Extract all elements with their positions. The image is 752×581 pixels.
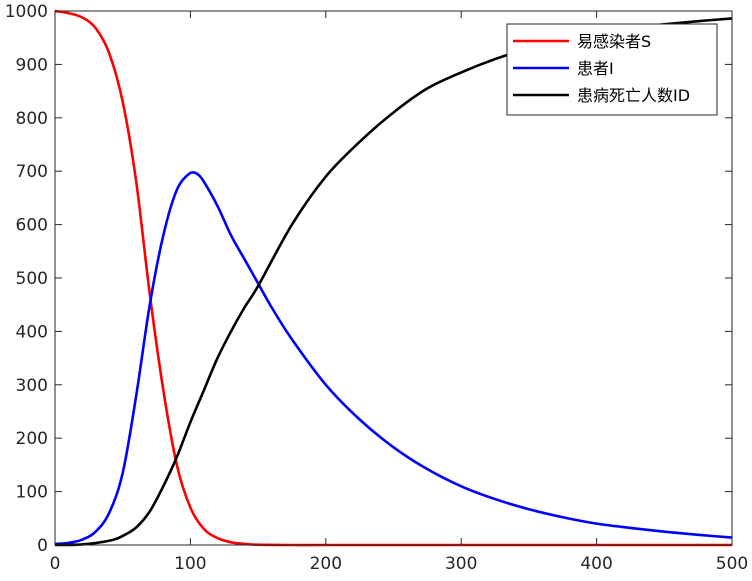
y-tick-label: 800 bbox=[16, 109, 48, 129]
y-tick-label: 100 bbox=[16, 483, 48, 503]
y-tick-label: 900 bbox=[16, 55, 48, 75]
legend-label-2: 患者I bbox=[577, 59, 614, 78]
x-tick-label: 300 bbox=[445, 554, 477, 574]
y-tick-label: 700 bbox=[16, 162, 48, 182]
x-tick-label: 100 bbox=[174, 554, 206, 574]
y-tick-label: 600 bbox=[16, 216, 48, 236]
y-tick-label: 400 bbox=[16, 322, 48, 342]
x-tick-label: 0 bbox=[50, 554, 61, 574]
x-tick-label: 400 bbox=[580, 554, 612, 574]
y-tick-label: 1000 bbox=[5, 2, 48, 22]
y-tick-label: 300 bbox=[16, 376, 48, 396]
legend-label-3: 患病死亡人数ID bbox=[577, 86, 690, 105]
x-tick-label: 500 bbox=[716, 554, 748, 574]
y-tick-label: 200 bbox=[16, 429, 48, 449]
y-tick-label: 0 bbox=[37, 536, 48, 556]
legend-box bbox=[506, 23, 718, 116]
legend-label-1: 易感染者S bbox=[577, 32, 651, 51]
series-line-2 bbox=[55, 171, 732, 546]
y-tick-label: 500 bbox=[16, 269, 48, 289]
x-tick-label: 200 bbox=[310, 554, 342, 574]
